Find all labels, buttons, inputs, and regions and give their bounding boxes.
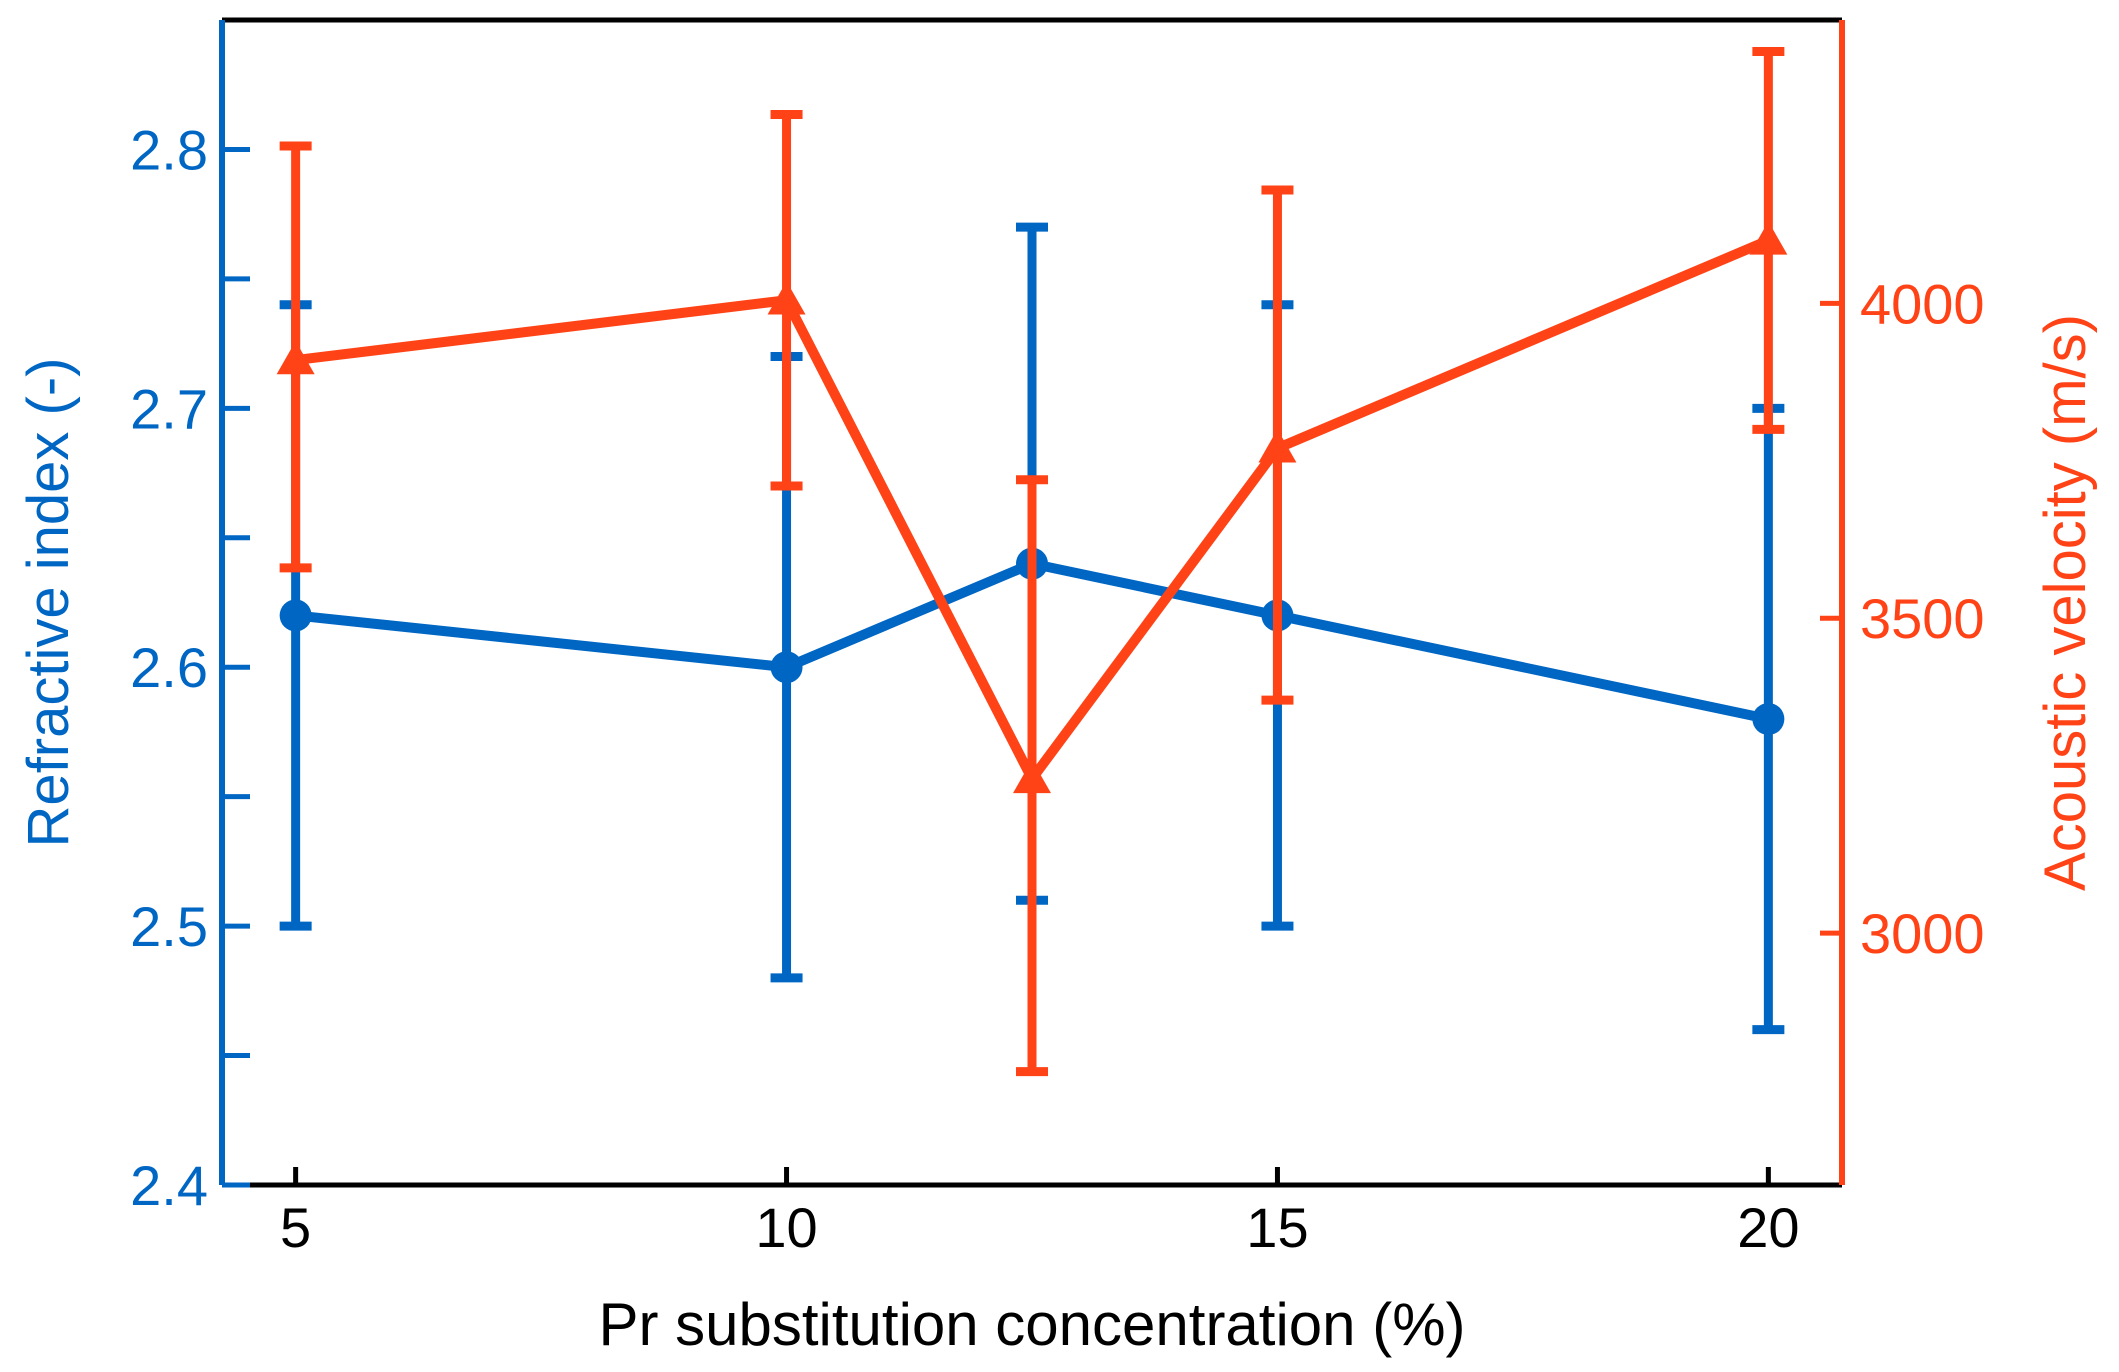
data-point <box>770 651 803 684</box>
left-y-tick-label: 2.4 <box>130 1154 208 1217</box>
x-tick-label: 15 <box>1246 1196 1308 1259</box>
left-y-tick-label: 2.8 <box>130 118 208 181</box>
x-axis-title: Pr substitution concentration (%) <box>598 1291 1465 1358</box>
left-y-tick-label: 2.6 <box>130 636 208 699</box>
data-point <box>1258 429 1297 463</box>
plot-marks <box>276 46 1788 1077</box>
axes <box>219 17 1845 1188</box>
data-point <box>767 281 806 315</box>
right-y-axis-title: Acoustic velocity (m/s) <box>2033 314 2098 891</box>
series-acoustic-velocity <box>276 46 1788 1077</box>
data-point <box>1752 703 1785 735</box>
ticks: 5 10 15 20 2.4 2.5 2.6 2.7 2.8 3000 3500 4000 <box>130 118 1984 1259</box>
x-tick-label: 5 <box>280 1196 311 1259</box>
axis-labels: Pr substitution concentration (%) Refrac… <box>16 314 2098 1358</box>
data-point <box>276 341 315 375</box>
right-y-tick-label: 3000 <box>1860 902 1985 965</box>
data-point <box>279 599 312 632</box>
x-tick-label: 10 <box>755 1196 817 1259</box>
data-point <box>1749 221 1788 255</box>
data-point <box>1013 759 1051 794</box>
left-y-tick-label: 2.5 <box>130 895 208 958</box>
left-y-tick-label: 2.7 <box>130 377 208 440</box>
right-y-tick-label: 4000 <box>1860 272 1985 335</box>
right-y-tick-label: 3500 <box>1860 587 1985 650</box>
left-y-axis-title: Refractive index (-) <box>16 358 81 848</box>
x-tick-label: 20 <box>1737 1196 1799 1259</box>
